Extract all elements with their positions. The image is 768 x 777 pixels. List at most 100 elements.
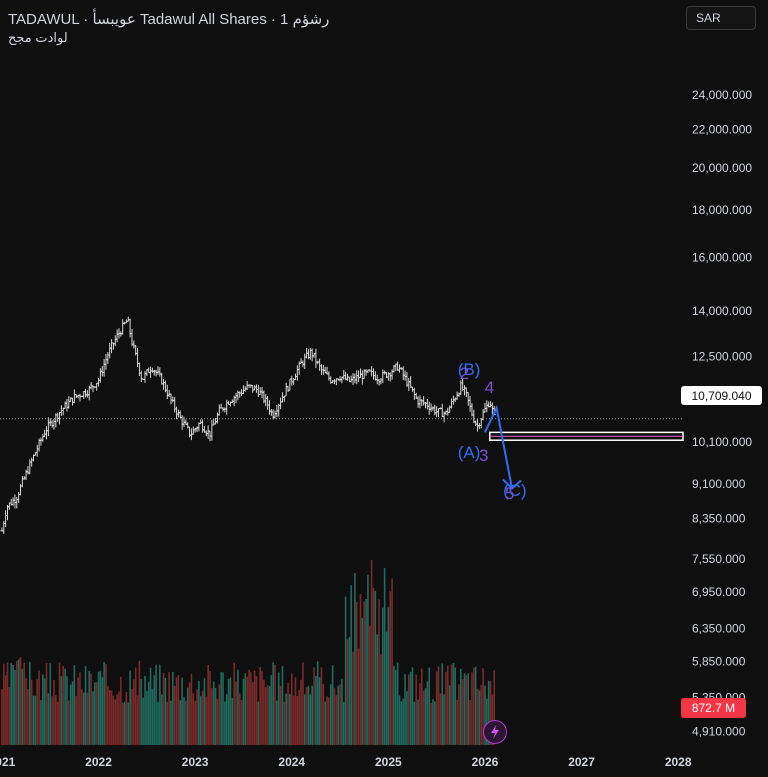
volume-bar	[220, 672, 222, 745]
volume-bar	[199, 696, 202, 745]
volume-bar	[45, 663, 48, 745]
volume-bar	[289, 694, 291, 745]
wave-label: (A)	[457, 443, 481, 463]
wave-projection	[484, 404, 513, 489]
volume-bar	[411, 667, 414, 745]
volume-bar	[363, 601, 366, 745]
volume-bar	[385, 631, 388, 745]
currency-button[interactable]: SAR	[686, 6, 756, 30]
volume-bar	[493, 670, 496, 745]
volume-bar	[253, 670, 256, 745]
y-tick-label: 24,000.000	[692, 88, 752, 102]
volume-bar	[484, 685, 486, 745]
volume-bar	[441, 663, 444, 745]
volume-bar	[469, 700, 471, 745]
volume-bar	[53, 680, 55, 745]
volume-bar	[359, 593, 362, 745]
y-tick-label: 5,850.000	[692, 654, 746, 668]
drawing-overlays	[0, 404, 684, 490]
wave-label: 4	[484, 378, 495, 398]
volume-bar	[350, 585, 352, 745]
volume-bar	[266, 685, 269, 745]
volume-bar	[355, 601, 358, 745]
volume-bar	[461, 679, 464, 745]
volume-bar	[428, 667, 431, 745]
volume-bar	[309, 694, 312, 745]
volume-bar	[303, 694, 306, 745]
volume-bar	[381, 607, 384, 745]
volume-bar	[186, 687, 189, 745]
volume-bar	[337, 685, 339, 745]
volume-bar	[242, 678, 245, 745]
volume-bar	[69, 684, 72, 745]
volume-bar	[422, 690, 425, 745]
volume-bar	[476, 688, 479, 745]
volume-bar	[8, 687, 11, 745]
volume-bar	[305, 687, 308, 745]
volume-bar	[4, 675, 7, 745]
volume-bar	[125, 692, 128, 745]
volume-bar	[257, 701, 260, 745]
volume-bar	[95, 682, 98, 745]
x-tick-label: 2026	[472, 755, 499, 769]
volume-bar	[333, 688, 336, 745]
volume-bar	[147, 681, 150, 745]
volume-bar	[391, 578, 393, 745]
volume-bar	[367, 574, 369, 745]
volume-bar	[121, 702, 124, 745]
volume-bar	[409, 671, 412, 745]
x-tick-label: 2027	[568, 755, 595, 769]
volume-bar	[149, 667, 152, 745]
volume-bar	[290, 673, 293, 745]
volume-bar	[467, 673, 470, 745]
volume-bar	[322, 683, 325, 745]
volume-bar	[118, 691, 120, 745]
volume-bar	[209, 671, 211, 745]
volume-bar	[335, 695, 338, 745]
y-tick-label: 6,950.000	[692, 585, 746, 599]
volume-bars	[1, 560, 496, 745]
volume-bar	[318, 677, 321, 745]
volume-bar	[387, 607, 390, 745]
volume-bar	[263, 679, 265, 745]
volume-bar	[231, 698, 234, 745]
projection-arrowhead	[502, 478, 522, 490]
volume-bar	[90, 673, 92, 745]
volume-bar	[357, 648, 360, 745]
volume-bar	[365, 598, 367, 745]
wave-label: (B)	[457, 359, 481, 379]
volume-bar	[368, 625, 371, 745]
volume-bar	[424, 688, 427, 745]
volume-bar	[88, 670, 91, 745]
volume-bar	[211, 688, 213, 745]
bolt-icon[interactable]	[483, 720, 507, 744]
volume-bar	[430, 702, 432, 745]
volume-bar	[21, 668, 24, 745]
volume-bar	[287, 682, 289, 745]
volume-bar	[402, 698, 405, 745]
volume-bar	[120, 676, 122, 745]
volume-bar	[36, 679, 39, 745]
volume-bar	[133, 679, 135, 745]
volume-bar	[127, 702, 130, 745]
volume-bar	[302, 662, 304, 745]
volume-bar	[443, 694, 445, 745]
y-tick-label: 18,000.000	[692, 203, 752, 217]
volume-bar	[380, 654, 382, 745]
volume-bar	[79, 672, 81, 745]
volume-bar	[463, 673, 466, 745]
volume-bar	[285, 693, 287, 745]
volume-bar	[66, 676, 68, 745]
volume-bar	[407, 674, 410, 745]
volume-bar	[352, 651, 354, 745]
volume-bar	[389, 591, 392, 745]
x-tick-label: 2025	[375, 755, 402, 769]
x-tick-label: 2023	[182, 755, 209, 769]
volume-bar	[246, 676, 248, 745]
volume-bar	[465, 675, 468, 745]
volume-bar	[86, 692, 89, 745]
volume-bar	[1, 689, 3, 745]
volume-bar	[361, 617, 364, 745]
volume-bar	[296, 695, 299, 745]
